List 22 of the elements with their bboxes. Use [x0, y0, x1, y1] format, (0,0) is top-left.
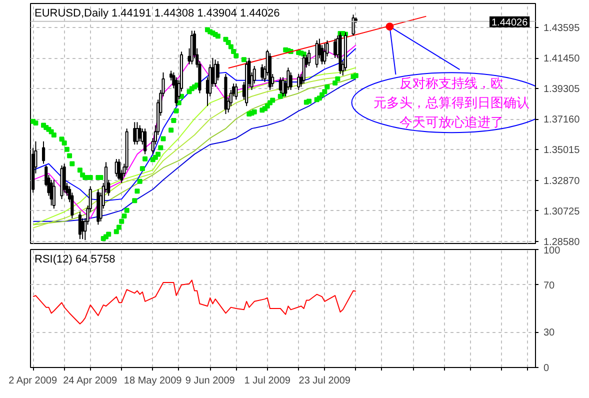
y-tick-label: 1.32870 — [544, 176, 580, 187]
y-tick-label: 1.30725 — [544, 206, 580, 218]
x-tick-label: 18 May 2009 — [124, 376, 182, 386]
y-tick-label: 1.35015 — [544, 145, 580, 156]
annotation: 反对称支持线，欧元多头，总算得到日图确认今天可放心追进了 — [374, 76, 530, 130]
ref-line-label: 1.44026 — [492, 17, 528, 28]
chart-title: RSI(12) 64.5758 — [34, 254, 116, 266]
y-tick-label: 1.37160 — [544, 114, 580, 126]
y-tick-label: 0 — [544, 363, 550, 374]
y-tick-label: 70 — [544, 280, 556, 292]
chart-title: EURUSD,Daily 1.44191 1.44308 1.43904 1.44026 — [34, 8, 280, 20]
x-tick-label: 1 Jul 2009 — [244, 376, 291, 386]
x-tick-label: 2 Apr 2009 — [8, 376, 58, 386]
y-tick-label: 1.28580 — [544, 236, 580, 248]
y-tick-label: 1.43595 — [544, 23, 580, 34]
x-tick-label: 9 Jun 2009 — [185, 376, 236, 386]
y-tick-label: 30 — [544, 328, 556, 339]
x-tick-label: 23 Jul 2009 — [298, 376, 351, 386]
x-tick-label: 24 Apr 2009 — [63, 376, 118, 386]
y-tick-label: 1.39305 — [544, 84, 580, 96]
y-tick-label: 100 — [544, 246, 561, 256]
y-tick-label: 1.41450 — [544, 54, 580, 65]
